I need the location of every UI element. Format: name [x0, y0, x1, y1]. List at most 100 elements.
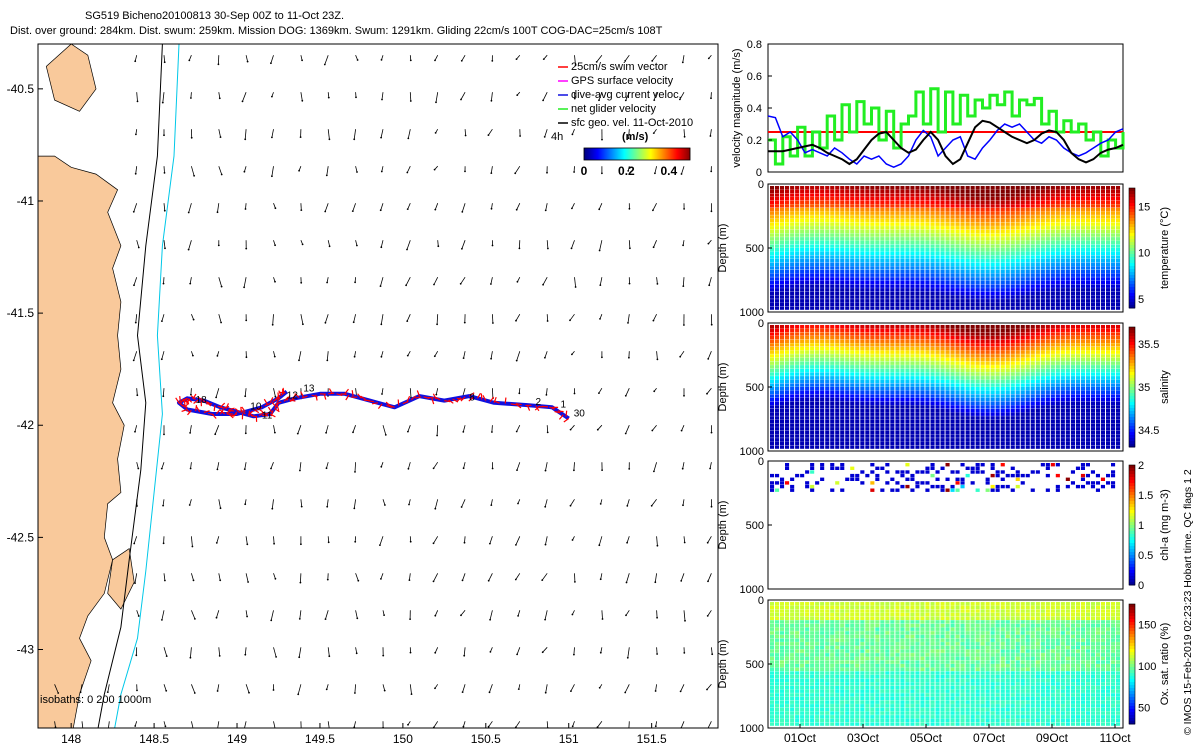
- profile-cell: [825, 237, 830, 241]
- profile-cell: [870, 332, 875, 336]
- profile-cell: [865, 248, 870, 252]
- profile-cell: [810, 237, 815, 241]
- profile-cell: [1010, 226, 1015, 230]
- profile-cell: [940, 226, 945, 230]
- profile-cell: [945, 412, 950, 416]
- profile-cell: [905, 416, 910, 420]
- sfc-arrow: [273, 721, 276, 728]
- figure-subtitle: Dist. over ground: 284km. Dist. swum: 25…: [10, 25, 663, 37]
- sfc-arrow-head: [626, 505, 629, 507]
- profile-cell: [815, 193, 820, 197]
- sfc-arrow-head: [409, 618, 411, 620]
- sfc-arrow-head: [573, 171, 575, 173]
- profile-cell: [1065, 306, 1070, 310]
- profile-cell: [870, 387, 875, 391]
- profile-cell: [920, 280, 925, 285]
- sfc-arrow-head: [653, 99, 656, 101]
- profile-cell: [1085, 295, 1090, 299]
- profile-cell: [820, 255, 825, 259]
- profile-cell: [885, 335, 890, 340]
- profile-cell: [865, 222, 870, 226]
- profile-cell: [830, 273, 835, 277]
- profile-cell: [970, 211, 975, 215]
- profile-cell: [1030, 302, 1035, 307]
- profile-cell: [960, 397, 965, 402]
- profile-ytick-label: 0: [758, 179, 764, 191]
- profile-cell: [815, 288, 820, 292]
- profile-cell: [915, 291, 920, 296]
- profile-cell: [915, 427, 920, 431]
- profile-cell: [1106, 200, 1111, 204]
- profile-cell: [815, 357, 820, 362]
- profile-cell: [860, 233, 865, 237]
- profile-cell: [955, 200, 960, 204]
- profile-cell: [1010, 186, 1015, 190]
- profile-cell: [1035, 266, 1040, 270]
- profile-cell: [825, 226, 830, 230]
- profile-cell: [925, 255, 930, 259]
- sfc-arrow: [217, 721, 220, 728]
- profile-cell: [955, 441, 960, 446]
- profile-cell: [810, 423, 815, 427]
- profile-cell: [890, 438, 895, 442]
- profile-cell: [845, 343, 850, 347]
- profile-cell: [780, 343, 785, 347]
- sfc-arrow: [490, 351, 493, 359]
- profile-cell: [880, 262, 885, 266]
- profile-cell: [1005, 258, 1010, 263]
- profile-cell: [825, 387, 830, 391]
- profile-cell: [930, 343, 935, 347]
- profile-cell: [1116, 266, 1121, 270]
- sfc-arrow: [272, 314, 274, 325]
- profile-cell: [795, 240, 800, 245]
- profile-cell: [1100, 229, 1105, 234]
- sfc-arrow-head: [187, 248, 190, 251]
- profile-cell: [850, 200, 855, 204]
- profile-cell: [945, 328, 950, 332]
- profile-cell: [1045, 269, 1050, 274]
- profile-cell: [775, 397, 780, 402]
- profile-colorbar-tick-label: 5: [1138, 294, 1144, 306]
- profile-cell: [995, 288, 1000, 292]
- profile-cell: [850, 215, 855, 219]
- profile-cell: [775, 207, 780, 212]
- profile-cell: [865, 207, 870, 212]
- profile-cell: [790, 438, 795, 442]
- profile-cell: [1020, 266, 1025, 270]
- sfc-arrow: [133, 277, 138, 286]
- profile-cell: [815, 200, 820, 204]
- profile-cell: [875, 258, 880, 263]
- sfc-arrow: [679, 350, 685, 357]
- profile-cell: [785, 273, 790, 277]
- profile-cell: [1070, 266, 1075, 270]
- profile-cell: [1065, 240, 1070, 245]
- profile-cell: [1025, 277, 1030, 281]
- profile-cell: [940, 280, 945, 285]
- profile-cell: [930, 273, 935, 277]
- profile-cell: [825, 438, 830, 442]
- profile-cell: [855, 306, 860, 310]
- profile-cell: [880, 445, 885, 449]
- profile-cell: [790, 390, 795, 394]
- sfc-arrow-head: [219, 579, 222, 582]
- profile-cell: [795, 186, 800, 190]
- profile-cell: [1050, 204, 1055, 208]
- sfc-arrow: [490, 166, 493, 174]
- profile-cell: [820, 196, 825, 201]
- swim-vector: [253, 408, 260, 414]
- profile-cell: [790, 332, 795, 336]
- sfc-arrow-head: [574, 64, 577, 66]
- profile-cell: [950, 368, 955, 373]
- profile-cell: [1080, 277, 1085, 281]
- profile-cell: [880, 222, 885, 226]
- profile-cell: [845, 401, 850, 405]
- profile-cell: [825, 346, 830, 351]
- profile-cell: [830, 244, 835, 248]
- profile-cell: [1025, 306, 1030, 310]
- profile-cell: [1116, 248, 1121, 252]
- profile-cell: [910, 295, 915, 299]
- profile-cell: [775, 193, 780, 197]
- profile-cell: [820, 277, 825, 281]
- profile-cell: [895, 441, 900, 446]
- profile-cell: [980, 302, 985, 307]
